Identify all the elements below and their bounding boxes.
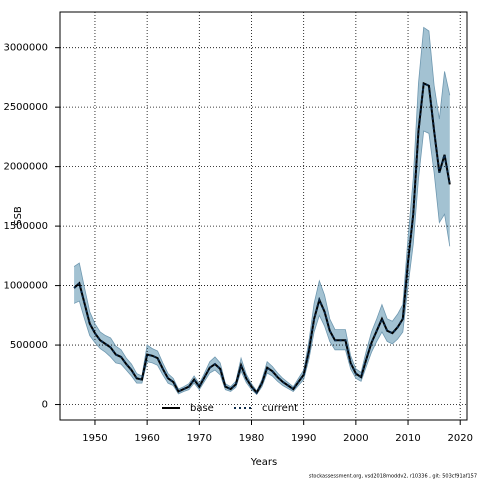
x-tick-label: 1950: [82, 433, 107, 444]
y-tick-label: 1500000: [3, 221, 48, 232]
x-tick-label: 2000: [343, 433, 368, 444]
x-tick-label: 1990: [291, 433, 316, 444]
y-tick-label: 1000000: [3, 281, 48, 292]
legend-label: current: [262, 403, 298, 414]
x-tick-label: 2020: [447, 433, 472, 444]
plot-frame: [59, 11, 468, 421]
x-tick-label: 1970: [187, 433, 212, 444]
y-tick-label: 500000: [10, 340, 48, 351]
band-upper: [73, 26, 451, 392]
y-tick-label: 3000000: [3, 43, 48, 54]
legend-label: base: [190, 403, 214, 414]
footer: stockassessment.org, vsd2018moddv2, r103…: [309, 474, 477, 480]
x-tick-label: 1960: [134, 433, 159, 444]
y-axis-label: SSB: [13, 206, 24, 226]
y-tick-label: 2000000: [3, 162, 48, 173]
x-tick-label: 1980: [239, 433, 264, 444]
y-tick-label: 0: [42, 400, 48, 411]
confidence-band: [74, 27, 450, 395]
x-axis-label: Years: [250, 457, 277, 468]
y-tick-label: 2500000: [3, 102, 48, 113]
band-lower: [73, 130, 451, 396]
x-tick-label: 2010: [395, 433, 420, 444]
series-line: [73, 81, 451, 395]
series-line: [73, 81, 451, 395]
